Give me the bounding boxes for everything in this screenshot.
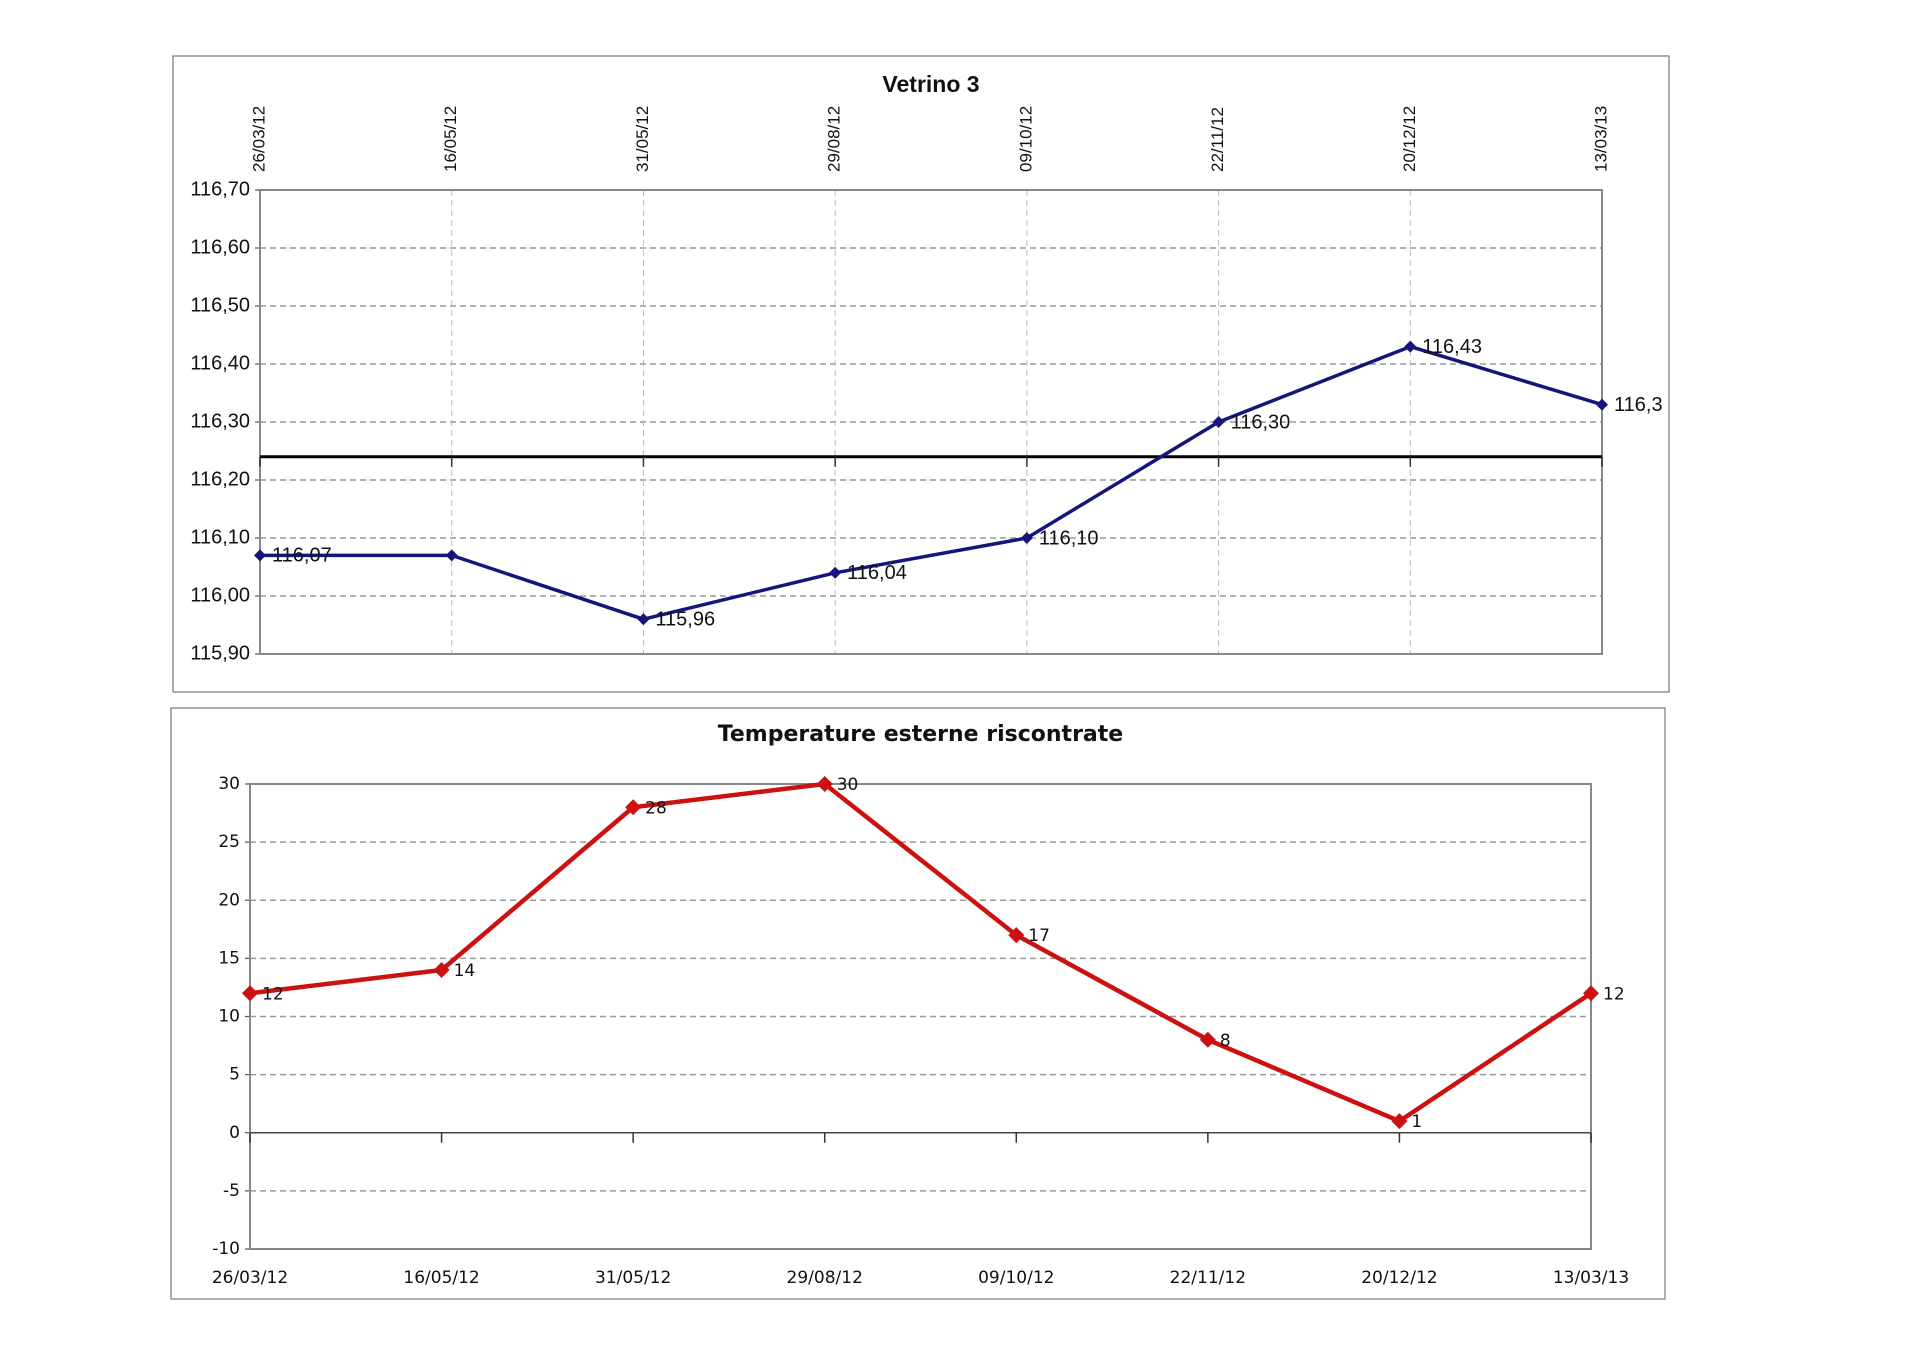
data-label: 12 (1603, 984, 1625, 1004)
y-tick-label: 20 (218, 890, 240, 910)
marker (1020, 532, 1033, 544)
y-tick-label: 10 (218, 1007, 240, 1027)
data-label: 17 (1028, 926, 1050, 946)
x-tick-label: 13/03/13 (1591, 106, 1610, 172)
marker (445, 549, 458, 562)
data-label: 14 (454, 961, 476, 981)
x-tick-label: 16/05/12 (403, 1268, 479, 1288)
data-label: 116,10 (1039, 527, 1099, 549)
marker (433, 962, 450, 978)
chart-title: Vetrino 3 (882, 71, 979, 97)
y-tick-label: 5 (229, 1065, 240, 1085)
y-tick-label: 116,10 (190, 526, 250, 548)
data-label: 116,3 (1614, 394, 1663, 416)
data-label: 116,04 (847, 562, 907, 584)
x-tick-label: 09/10/12 (978, 1268, 1054, 1288)
marker (254, 549, 266, 562)
marker (829, 566, 842, 579)
marker (242, 985, 258, 1002)
marker (1008, 927, 1025, 944)
plot-border (249, 783, 1592, 1250)
series-line (260, 344, 1603, 621)
y-tick-label: 116,30 (190, 410, 250, 432)
y-tick-label: 116,70 (190, 178, 250, 200)
chart-frame (172, 55, 1670, 693)
data-label: 116,43 (1422, 336, 1482, 358)
y-tick-label: 30 (218, 774, 240, 794)
data-label: 1 (1411, 1112, 1422, 1132)
x-tick-label: 29/08/12 (825, 106, 844, 172)
y-tick-label: 116,40 (190, 352, 250, 374)
marker (816, 776, 833, 792)
data-label: 116,30 (1231, 411, 1291, 433)
y-tick-label: 116,20 (190, 468, 250, 490)
plot-border (259, 189, 1603, 655)
y-tick-label: 115,90 (190, 642, 250, 664)
x-tick-label: 20/12/12 (1361, 1268, 1437, 1288)
x-tick-label: 26/03/12 (212, 1268, 288, 1288)
chart-title: Temperature esterne riscontrate (718, 722, 1123, 747)
x-tick-label: 13/03/13 (1553, 1268, 1629, 1288)
marker (1391, 1113, 1408, 1130)
y-tick-label: 116,00 (190, 584, 250, 606)
data-label: 116,07 (272, 545, 332, 567)
x-tick-label: 31/05/12 (633, 106, 652, 172)
y-tick-label: 25 (218, 832, 240, 852)
marker (1199, 1031, 1216, 1048)
data-label: 115,96 (655, 608, 715, 630)
x-tick-label: 09/10/12 (1016, 106, 1035, 172)
marker (637, 613, 650, 626)
y-tick-label: 116,60 (190, 236, 250, 258)
y-tick-label: 0 (229, 1123, 240, 1143)
data-label: 8 (1220, 1031, 1231, 1051)
x-tick-label: 22/11/12 (1170, 1268, 1246, 1288)
y-tick-label: -10 (212, 1239, 240, 1259)
data-label: 12 (262, 984, 284, 1004)
series-line (249, 781, 1593, 1124)
x-tick-label: 29/08/12 (787, 1268, 863, 1288)
x-tick-label: 22/11/12 (1208, 107, 1227, 172)
x-tick-label: 26/03/12 (249, 106, 268, 172)
x-tick-label: 20/12/12 (1400, 106, 1419, 172)
y-tick-label: 15 (218, 948, 240, 968)
x-tick-label: 31/05/12 (595, 1268, 671, 1288)
x-tick-label: 16/05/12 (441, 106, 460, 172)
marker (1596, 398, 1608, 411)
data-label: 28 (645, 798, 667, 818)
marker (1212, 416, 1225, 428)
data-label: 30 (837, 775, 859, 795)
marker (1583, 985, 1599, 1002)
marker (1404, 340, 1417, 353)
marker (625, 799, 642, 816)
y-tick-label: -5 (223, 1181, 240, 1201)
chart-frame (170, 707, 1666, 1300)
y-tick-label: 116,50 (190, 294, 250, 316)
